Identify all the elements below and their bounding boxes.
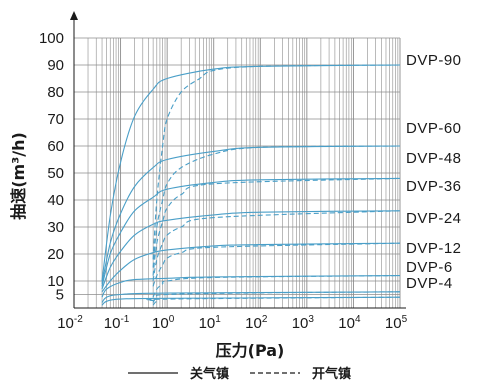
y-tick-label: 5 <box>56 287 64 304</box>
series-label-dvp-12: DVP-12 <box>406 240 462 257</box>
curve-dvp-24-open <box>152 242 401 287</box>
series-label-dvp-24: DVP-24 <box>406 210 462 227</box>
x-tick-label: 10-1 <box>104 314 130 332</box>
x-tick-label: 101 <box>199 314 222 332</box>
y-tick-label: 80 <box>47 84 64 101</box>
y-tick-label: 30 <box>47 219 64 236</box>
y-tick-labels: 510 20 30 40 50 60 70 80 90 100 <box>39 30 64 304</box>
x-tick-label: 104 <box>338 314 361 332</box>
legend: 关气镇 开气镇 <box>128 366 351 381</box>
curve-dvp-48-open <box>152 177 401 276</box>
y-tick-label: 90 <box>47 57 64 74</box>
curve-dvp-12-closed <box>101 275 401 298</box>
x-tick-label: 105 <box>385 314 408 332</box>
y-tick-label: 50 <box>47 165 64 182</box>
curves <box>101 64 401 306</box>
curve-dvp-6-open <box>152 291 401 303</box>
curve-dvp-36-open <box>152 210 401 282</box>
series-label-dvp-6: DVP-6 <box>406 259 453 276</box>
curve-dvp-36-closed <box>101 210 401 290</box>
curve-dvp-48-closed <box>101 177 401 287</box>
y-tick-label: 70 <box>47 111 64 128</box>
x-tick-label: 103 <box>292 314 315 332</box>
series-labels: DVP-90 DVP-60 DVP-48 DVP-36 DVP-24 DVP-12 DVP-… <box>406 52 462 292</box>
y-tick-label: 20 <box>47 246 64 263</box>
x-tick-label: 10-2 <box>57 314 83 332</box>
x-tick-label: 100 <box>152 314 175 332</box>
curve-dvp-60-open <box>152 145 401 268</box>
curve-dvp-12-open <box>152 275 401 298</box>
curve-dvp-4-open <box>146 296 401 306</box>
legend-label-closed: 关气镇 <box>190 366 229 381</box>
y-tick-label: 10 <box>47 273 64 290</box>
legend-label-open: 开气镇 <box>312 366 351 381</box>
y-tick-label: 40 <box>47 192 64 209</box>
series-label-dvp-36: DVP-36 <box>406 178 462 195</box>
series-label-dvp-60: DVP-60 <box>406 120 462 137</box>
x-tick-label: 102 <box>245 314 268 332</box>
curve-dvp-90-open <box>152 64 401 260</box>
y-axis-arrow <box>70 11 78 20</box>
series-label-dvp-48: DVP-48 <box>406 150 462 167</box>
series-label-dvp-90: DVP-90 <box>406 52 462 69</box>
x-tick-labels: 10-2 10-1 100 101 102 103 104 105 <box>57 314 407 332</box>
axes <box>70 11 406 309</box>
x-axis-title: 压力(Pa) <box>216 341 285 360</box>
y-tick-label: 60 <box>47 138 64 155</box>
y-tick-label: 100 <box>39 30 64 47</box>
y-axis-title: 抽速(m³/h) <box>9 132 28 220</box>
curve-dvp-24-closed <box>101 242 401 293</box>
series-label-dvp-4: DVP-4 <box>406 275 453 292</box>
curve-dvp-60-closed <box>101 145 401 284</box>
